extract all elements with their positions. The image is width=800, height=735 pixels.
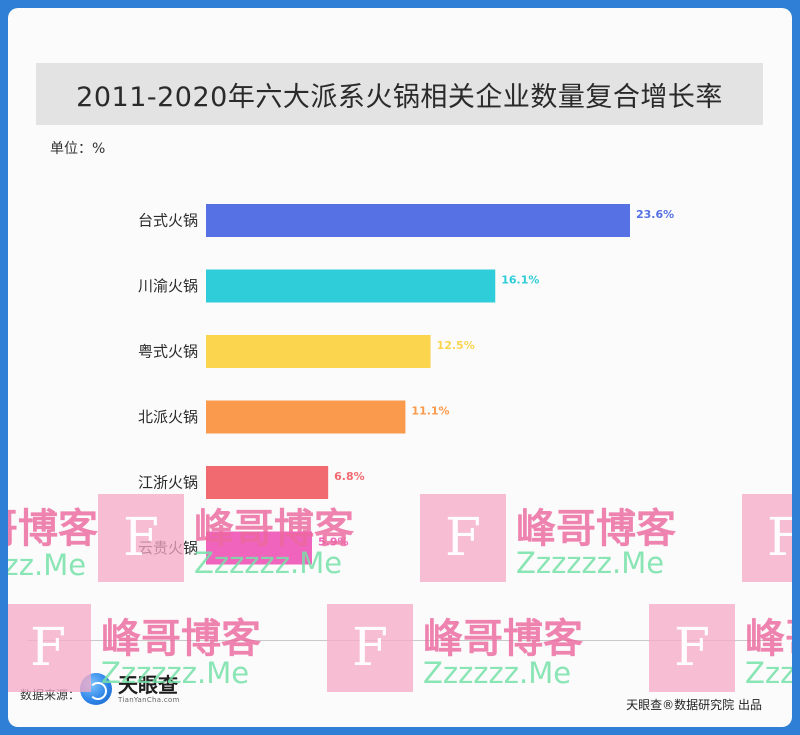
bar-chart: 台式火锅 23.6% 川渝火锅 16.1% 粤式火锅 12.5% 北派火锅 11.1% 江浙火锅… — [138, 204, 674, 565]
bar — [206, 400, 406, 434]
footer-credit: 天眼查®数据研究院 出品 — [626, 698, 762, 712]
chart-title: 2011-2020年六大派系火锅相关企业数量复合增长率 — [76, 81, 723, 113]
unit-label: 单位：% — [50, 141, 106, 157]
category-label: 川渝火锅 — [138, 277, 198, 295]
logo-name: 天眼查 — [118, 673, 178, 697]
tianyancha-logo-icon — [80, 673, 112, 705]
tianyancha-logo: 天眼查 TianYanCha.com — [80, 673, 180, 705]
value-label: 16.1% — [501, 274, 539, 287]
bar — [206, 204, 630, 237]
logo-url: TianYanCha.com — [118, 696, 180, 704]
value-label: 6.8% — [334, 470, 365, 483]
bar — [206, 335, 431, 368]
bar — [206, 466, 329, 499]
value-label: 11.1% — [411, 405, 449, 418]
category-label: 北派火锅 — [138, 408, 198, 426]
value-label: 12.5% — [437, 339, 475, 352]
source-label: 数据来源： — [20, 688, 81, 702]
footer-divider — [28, 640, 772, 641]
chart-card: 2011-2020年六大派系火锅相关企业数量复合增长率 单位：% 台式火锅 23.… — [8, 8, 792, 727]
bar — [206, 269, 496, 303]
category-label: 江浙火锅 — [138, 474, 198, 492]
category-label: 云贵火锅 — [138, 539, 198, 557]
value-label: 23.6% — [636, 208, 674, 221]
bar — [206, 531, 312, 565]
category-label: 台式火锅 — [138, 212, 198, 230]
title-banner: 2011-2020年六大派系火锅相关企业数量复合增长率 — [36, 63, 763, 125]
category-label: 粤式火锅 — [138, 343, 198, 361]
value-label: 5.9% — [318, 536, 349, 549]
